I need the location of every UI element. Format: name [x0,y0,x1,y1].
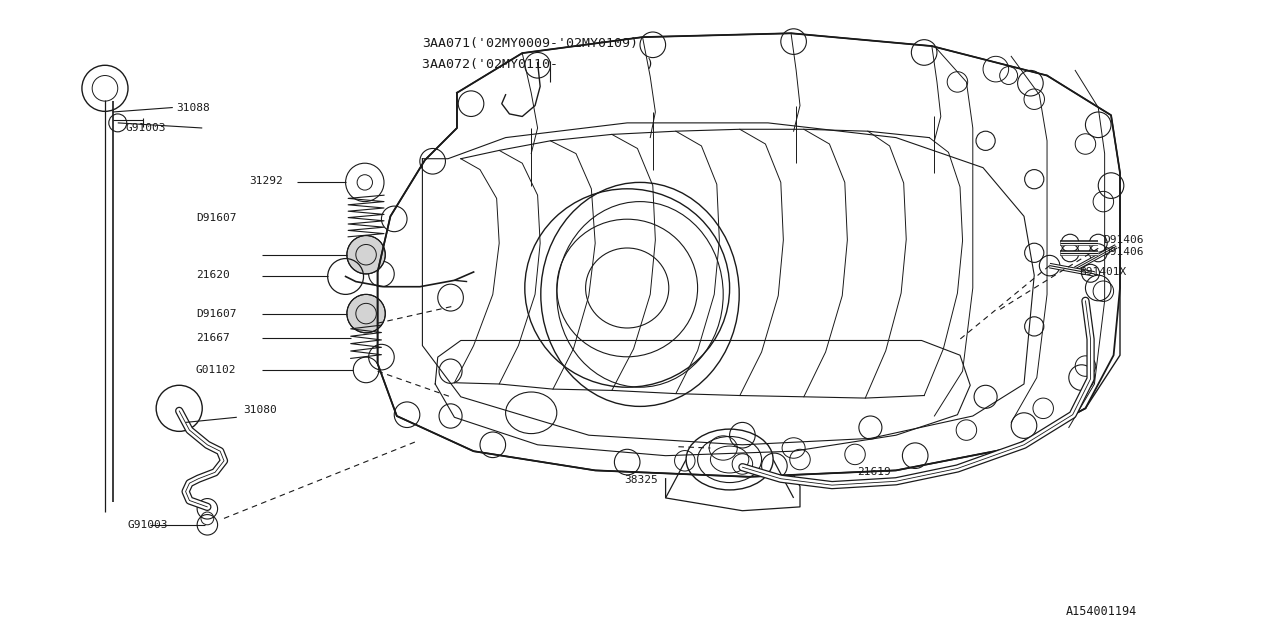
Text: A154001194: A154001194 [1065,605,1137,618]
Text: 3AA072('02MY0110-           ): 3AA072('02MY0110- ) [422,58,654,70]
Text: G91003: G91003 [125,123,166,133]
Text: 38325: 38325 [625,475,658,485]
Text: G01102: G01102 [196,365,237,375]
Text: 3AA071('02MY0009-'02MY0109): 3AA071('02MY0009-'02MY0109) [422,37,639,50]
Text: D91406: D91406 [1103,235,1144,245]
Circle shape [347,294,385,333]
Text: 21620: 21620 [196,270,229,280]
Text: D91607: D91607 [196,212,237,223]
Circle shape [347,236,385,274]
Text: D91406: D91406 [1103,246,1144,257]
Text: 31292: 31292 [250,176,283,186]
Text: 21619: 21619 [858,467,891,477]
Text: D91607: D91607 [196,308,237,319]
Text: G91003: G91003 [128,520,169,530]
Text: 31088: 31088 [177,102,210,113]
Text: B91401X: B91401X [1079,267,1126,277]
Text: 21667: 21667 [196,333,229,343]
Text: 31080: 31080 [243,404,276,415]
